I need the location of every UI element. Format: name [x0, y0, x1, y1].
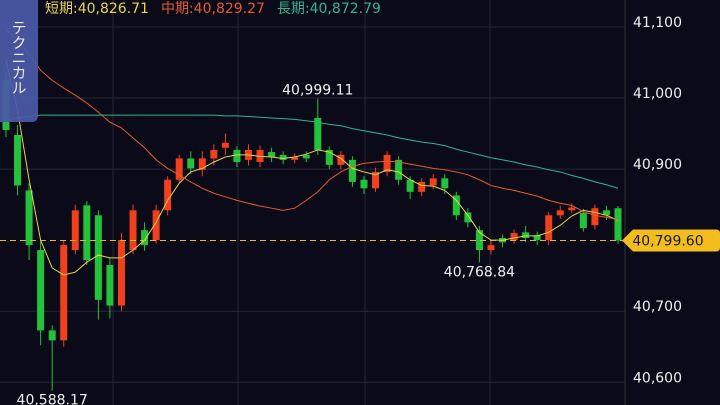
- candle-body: [302, 154, 310, 159]
- candle-body: [395, 159, 403, 180]
- candle-body: [348, 159, 356, 182]
- candle-body: [522, 232, 530, 239]
- technical-button[interactable]: テクニカル: [0, 0, 38, 122]
- candle-body: [487, 245, 495, 251]
- annotation: 40,999.11: [282, 83, 353, 99]
- candle-body: [325, 149, 333, 165]
- candle-body: [591, 208, 599, 226]
- candle-body: [533, 235, 541, 241]
- y-tick-label: 40,600: [633, 370, 682, 386]
- moving-average-line: [5, 29, 619, 221]
- candle-body: [141, 230, 149, 246]
- candle-body: [545, 215, 553, 241]
- candle-body: [221, 142, 229, 148]
- candle-body: [198, 158, 206, 170]
- candle-body: [279, 154, 287, 160]
- candle-body: [175, 158, 183, 180]
- legend-entry: 短期:40,826.71: [45, 1, 149, 17]
- candle-body: [337, 154, 345, 165]
- candle-body: [579, 213, 587, 229]
- legend-entry: 長期:40,872.79: [277, 1, 381, 17]
- y-tick-label: 40,700: [633, 299, 682, 315]
- candle-body: [406, 179, 414, 192]
- y-tick-label: 41,100: [633, 15, 682, 31]
- moving-average-line: [5, 60, 619, 276]
- candle-body: [429, 178, 437, 186]
- candle-body: [152, 210, 160, 241]
- candle-body: [291, 157, 299, 160]
- y-tick-label: 40,900: [633, 157, 682, 173]
- candle-body: [25, 190, 33, 246]
- candle-body: [441, 178, 449, 189]
- candle-body: [233, 149, 241, 162]
- candle-body: [94, 215, 102, 300]
- candle-body: [83, 205, 91, 261]
- candle-body: [568, 207, 576, 211]
- candle-body: [383, 154, 391, 172]
- candle-body: [48, 330, 56, 341]
- current-price-label: 40,799.60: [632, 233, 703, 249]
- candle-body: [314, 117, 322, 150]
- candle-body: [372, 171, 380, 189]
- candle-body: [37, 250, 45, 331]
- candle-body: [452, 195, 460, 216]
- y-tick-label: 41,000: [633, 86, 682, 102]
- annotation: 40,588.17: [17, 393, 88, 405]
- candle-body: [106, 265, 114, 306]
- annotation: 40,768.84: [444, 264, 515, 280]
- candle-body: [71, 210, 79, 251]
- candle-body: [268, 152, 276, 158]
- candle-body: [14, 135, 22, 186]
- candle-body: [464, 212, 472, 223]
- candle-body: [164, 179, 172, 211]
- legend-entry: 中期:40,829.27: [161, 1, 265, 17]
- candle-body: [360, 179, 368, 189]
- candle-body: [418, 181, 426, 192]
- candle-body: [129, 210, 137, 251]
- candle-body: [117, 240, 125, 306]
- candle-body: [602, 210, 610, 216]
- candle-body: [210, 149, 218, 159]
- current-price-tag: [622, 229, 720, 252]
- candle-body: [510, 233, 518, 241]
- candle-body: [187, 158, 195, 169]
- candle-body: [60, 245, 68, 341]
- candle-body: [475, 230, 483, 251]
- moving-average-line: [5, 114, 619, 189]
- candle-body: [614, 208, 622, 241]
- candle-body: [556, 210, 564, 216]
